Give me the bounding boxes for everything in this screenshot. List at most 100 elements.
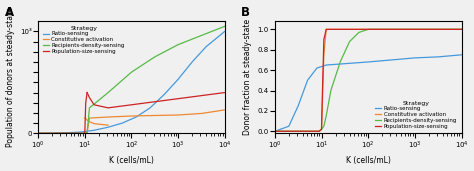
Constitutive activation xyxy=(319,100,325,102)
Constitutive activation xyxy=(321,54,327,56)
Ratio-sensing xyxy=(119,122,125,124)
Constitutive activation xyxy=(316,130,322,132)
Population-size-sensing xyxy=(59,132,64,134)
Ratio-sensing xyxy=(91,129,97,131)
Population-size-sensing xyxy=(323,28,329,30)
Population-size-sensing xyxy=(459,28,465,30)
Population-size-sensing xyxy=(319,128,324,130)
Population-size-sensing xyxy=(84,91,90,94)
Recipients-density-sensing xyxy=(80,132,85,134)
Recipients-density-sensing xyxy=(328,89,334,91)
Population-size-sensing xyxy=(35,132,41,134)
Line: Constitutive activation: Constitutive activation xyxy=(275,29,462,131)
Constitutive activation xyxy=(105,116,111,118)
Ratio-sensing xyxy=(175,78,181,80)
Constitutive activation xyxy=(222,109,228,111)
Recipients-density-sensing xyxy=(222,25,228,27)
Ratio-sensing xyxy=(147,107,153,109)
Recipients-density-sensing xyxy=(389,28,394,30)
Y-axis label: Population of donors at steady-state: Population of donors at steady-state xyxy=(6,7,15,147)
Text: B: B xyxy=(241,6,250,19)
Recipients-density-sensing xyxy=(316,130,322,132)
Recipients-density-sensing xyxy=(323,115,329,117)
Recipients-density-sensing xyxy=(272,130,278,132)
Constitutive activation xyxy=(199,112,204,114)
Constitutive activation xyxy=(300,130,306,132)
Ratio-sensing xyxy=(323,64,329,66)
Ratio-sensing xyxy=(389,59,394,61)
Constitutive activation xyxy=(84,132,90,134)
Line: Recipients-density-sensing: Recipients-density-sensing xyxy=(275,29,462,131)
X-axis label: K (cells/mL): K (cells/mL) xyxy=(109,156,154,166)
Recipients-density-sensing xyxy=(459,28,465,30)
Ratio-sensing xyxy=(351,62,357,64)
Recipients-density-sensing xyxy=(356,31,362,33)
Constitutive activation xyxy=(323,28,329,30)
Text: A: A xyxy=(5,6,14,19)
Recipients-density-sensing xyxy=(82,132,88,134)
Ratio-sensing xyxy=(133,116,139,118)
Recipients-density-sensing xyxy=(199,34,204,36)
Ratio-sensing xyxy=(49,132,55,134)
Line: Ratio-sensing: Ratio-sensing xyxy=(38,31,225,133)
Line: Population-size-sensing: Population-size-sensing xyxy=(275,29,462,131)
Constitutive activation xyxy=(272,130,278,132)
Population-size-sensing xyxy=(310,130,315,132)
Constitutive activation xyxy=(310,130,315,132)
Ratio-sensing xyxy=(189,61,195,63)
Recipients-density-sensing xyxy=(314,130,319,132)
Ratio-sensing xyxy=(459,54,465,56)
Constitutive activation xyxy=(459,28,465,30)
Population-size-sensing xyxy=(314,130,319,132)
Ratio-sensing xyxy=(272,130,278,132)
Constitutive activation xyxy=(412,28,418,30)
Ratio-sensing xyxy=(286,125,292,127)
Ratio-sensing xyxy=(295,105,301,107)
Population-size-sensing xyxy=(319,89,325,91)
Population-size-sensing xyxy=(316,130,322,132)
Ratio-sensing xyxy=(203,46,209,48)
Recipients-density-sensing xyxy=(310,130,315,132)
Ratio-sensing xyxy=(412,57,418,59)
Ratio-sensing xyxy=(305,79,310,81)
Recipients-density-sensing xyxy=(337,61,343,63)
Constitutive activation xyxy=(314,130,319,132)
Constitutive activation xyxy=(128,115,134,117)
Recipients-density-sensing xyxy=(63,132,69,134)
Line: Ratio-sensing: Ratio-sensing xyxy=(275,55,462,131)
Recipients-density-sensing xyxy=(84,132,90,134)
Line: Recipients-density-sensing: Recipients-density-sensing xyxy=(38,26,225,133)
Recipients-density-sensing xyxy=(152,56,158,58)
Constitutive activation xyxy=(319,128,324,130)
Y-axis label: Donor fraction at steady-state: Donor fraction at steady-state xyxy=(243,19,252,135)
Constitutive activation xyxy=(175,114,181,116)
Population-size-sensing xyxy=(342,28,348,30)
Recipients-density-sensing xyxy=(35,132,41,134)
Line: Population-size-sensing: Population-size-sensing xyxy=(38,93,87,133)
X-axis label: K (cells/mL): K (cells/mL) xyxy=(346,156,391,166)
Constitutive activation xyxy=(73,132,78,134)
Recipients-density-sensing xyxy=(128,71,134,73)
Ratio-sensing xyxy=(365,61,371,63)
Line: Constitutive activation: Constitutive activation xyxy=(38,110,225,133)
Recipients-density-sensing xyxy=(412,28,418,30)
Legend: Ratio-sensing, Constitutive activation, Recipients-density-sensing, Population-s: Ratio-sensing, Constitutive activation, … xyxy=(373,99,459,131)
Population-size-sensing xyxy=(300,130,306,132)
Recipients-density-sensing xyxy=(175,44,181,46)
Ratio-sensing xyxy=(161,94,167,96)
Ratio-sensing xyxy=(35,132,41,134)
Constitutive activation xyxy=(59,132,64,134)
Constitutive activation xyxy=(82,132,88,134)
Constitutive activation xyxy=(365,28,371,30)
Population-size-sensing xyxy=(365,28,371,30)
Ratio-sensing xyxy=(222,30,228,32)
Constitutive activation xyxy=(152,114,158,116)
Ratio-sensing xyxy=(337,63,343,65)
Population-size-sensing xyxy=(73,132,78,134)
Ratio-sensing xyxy=(435,56,441,58)
Legend: Ratio-sensing, Constitutive activation, Recipients-density-sensing, Population-s: Ratio-sensing, Constitutive activation, … xyxy=(41,24,127,56)
Recipients-density-sensing xyxy=(77,132,83,134)
Recipients-density-sensing xyxy=(365,28,371,30)
Population-size-sensing xyxy=(412,28,418,30)
Population-size-sensing xyxy=(321,38,327,41)
